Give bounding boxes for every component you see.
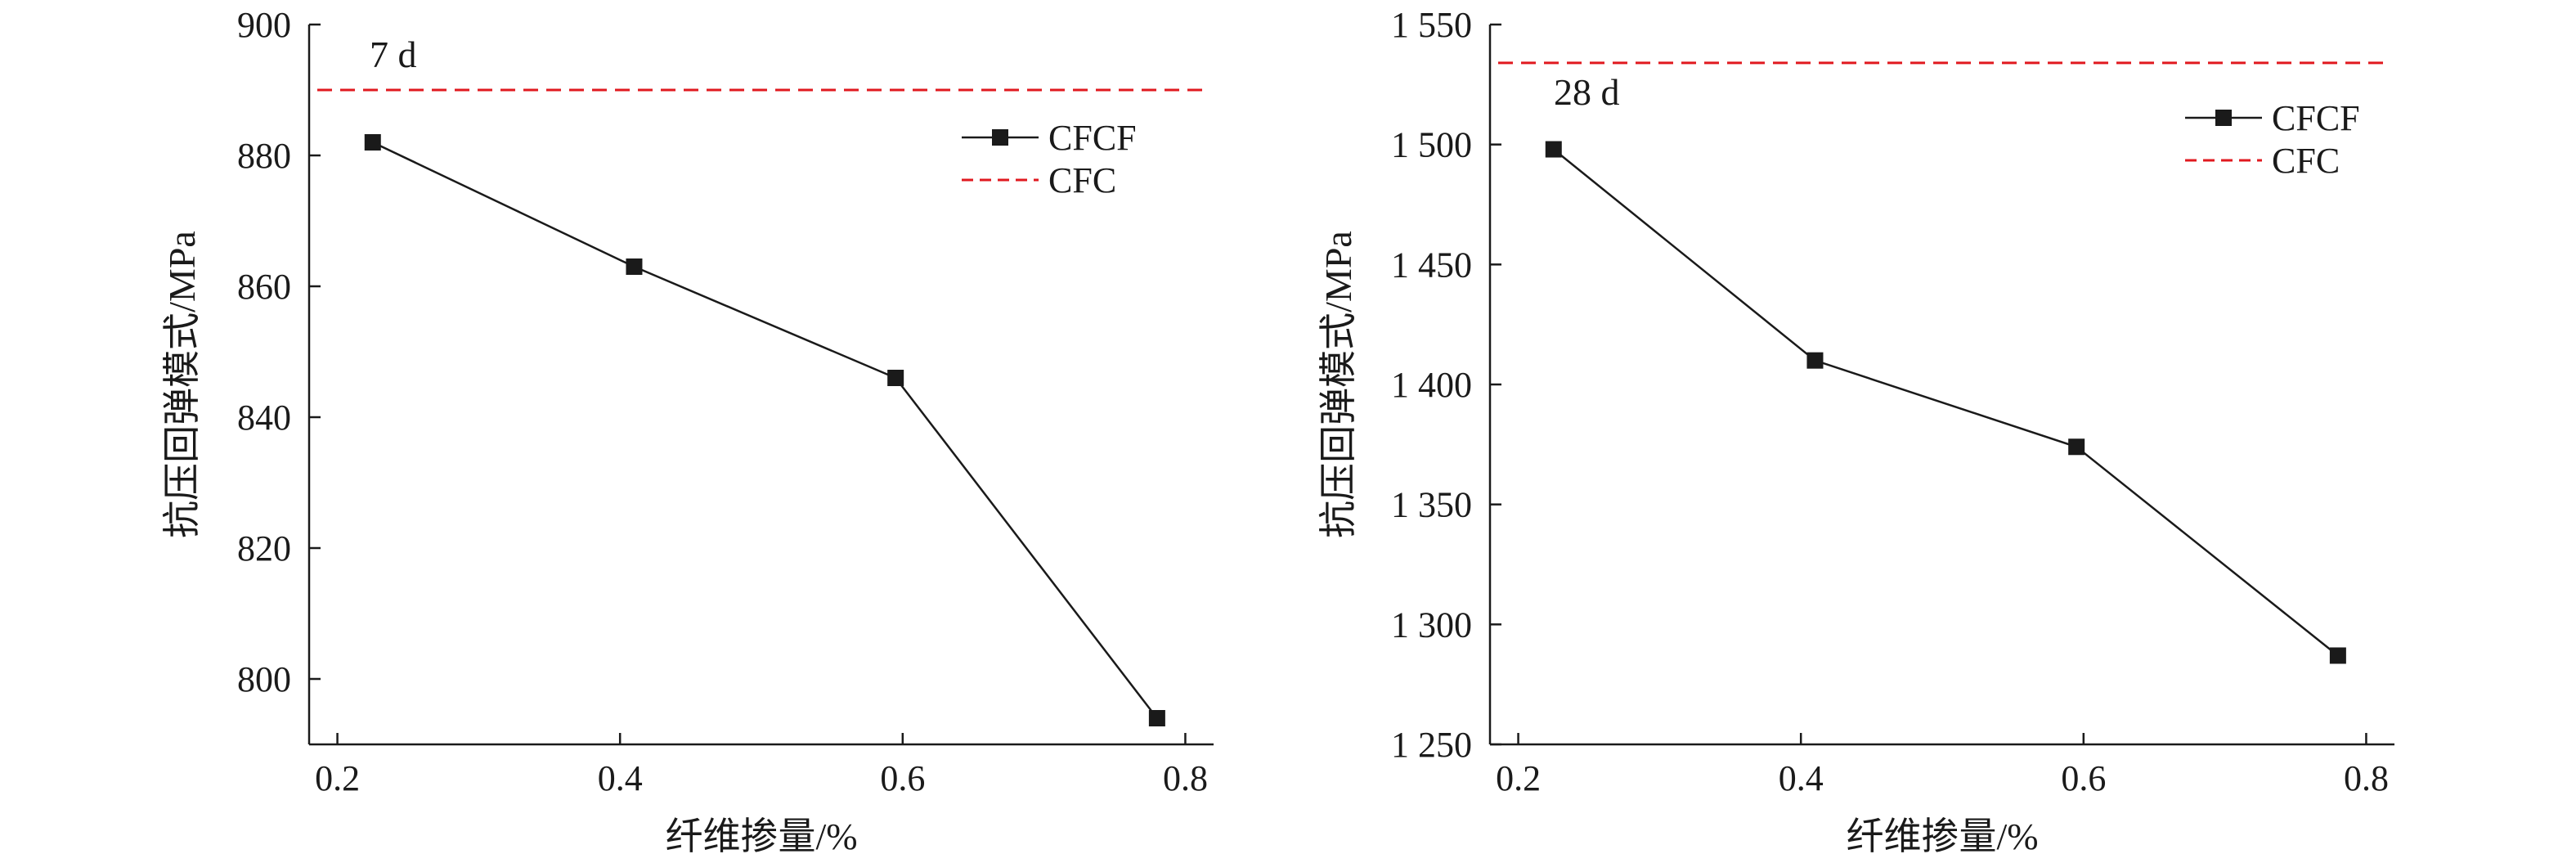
series-cfcf-point — [1806, 352, 1824, 369]
x-axis-title: 纤维掺量/% — [665, 816, 857, 857]
series-cfcf-point — [887, 370, 904, 386]
age-annotation: 7 d — [370, 34, 417, 75]
y-tick-label: 800 — [237, 659, 291, 699]
legend-label: CFCF — [2272, 98, 2360, 138]
legend-marker-cfcf — [2215, 110, 2232, 126]
y-tick-label: 1 300 — [1391, 605, 1472, 645]
y-tick-label: 1 250 — [1391, 725, 1472, 765]
x-tick-label: 0.2 — [315, 758, 360, 798]
x-tick-label: 0.8 — [1163, 758, 1208, 798]
y-tick-label: 1 500 — [1391, 125, 1472, 165]
y-tick-label: 840 — [237, 398, 291, 438]
series-cfcf-point — [2068, 438, 2085, 456]
y-axis-title: 抗压回弹模式/MPa — [161, 231, 203, 538]
age-annotation: 28 d — [1554, 71, 1620, 113]
series-cfcf-line — [372, 141, 1158, 719]
y-axis-title: 抗压回弹模式/MPa — [1317, 231, 1359, 538]
x-tick-label: 0.4 — [1779, 758, 1824, 798]
series-cfcf-point — [1545, 141, 1562, 158]
x-tick-label: 0.4 — [598, 758, 643, 798]
series-cfcf-point — [2329, 647, 2346, 664]
series-cfcf-point — [1148, 710, 1165, 726]
series-cfcf-point — [626, 258, 643, 275]
legend-marker-cfcf — [992, 129, 1008, 146]
chart-panel-1: 800 820 840 860 880 900 0.2 0.4 0.6 0.8 纤维掺量/% 抗压回弹… — [161, 5, 1214, 857]
y-tick-label: 1 450 — [1391, 245, 1472, 285]
chart-panel-2: 1 250 1 300 1 350 1 400 1 450 1 500 1 550 0.2 0.… — [1317, 5, 2394, 857]
y-tick-label: 820 — [237, 528, 291, 569]
y-tick-label: 1 550 — [1391, 5, 1472, 45]
series-cfcf-point — [364, 134, 381, 151]
y-tick-label: 1 350 — [1391, 485, 1472, 525]
x-tick-label: 0.8 — [2344, 758, 2389, 798]
y-tick-label: 1 400 — [1391, 365, 1472, 405]
series-cfcf-line — [1552, 148, 2339, 657]
legend-label: CFCF — [1048, 118, 1137, 158]
legend-label: CFC — [1048, 160, 1116, 200]
x-tick-label: 0.2 — [1496, 758, 1541, 798]
legend-label: CFC — [2272, 141, 2340, 181]
y-tick-label: 900 — [237, 5, 291, 45]
y-tick-label: 880 — [237, 136, 291, 176]
x-tick-label: 0.6 — [880, 758, 925, 798]
y-tick-label: 860 — [237, 267, 291, 307]
x-axis-title: 纤维掺量/% — [1846, 816, 2038, 857]
x-tick-label: 0.6 — [2061, 758, 2106, 798]
